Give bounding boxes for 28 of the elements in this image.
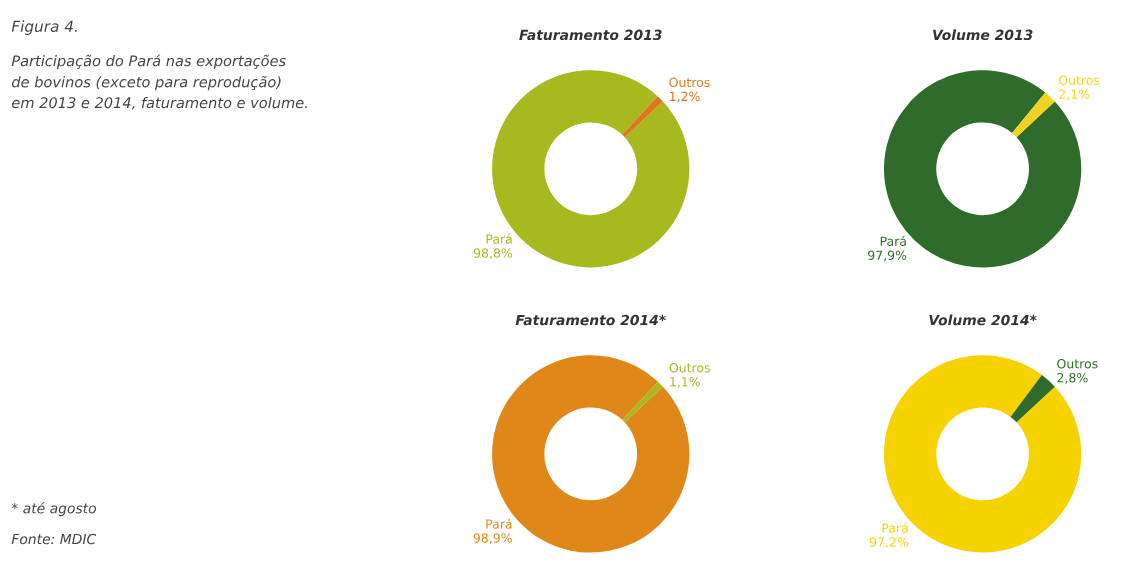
slice-label: Outros bbox=[669, 363, 710, 373]
text: Participação do Pará nas exportações de bovinos (exceto para reprodução) em 2013 e 2014, faturamento e volume. bbox=[11, 54, 307, 110]
slice-label: Outros bbox=[1057, 358, 1098, 369]
donut-slice bbox=[622, 96, 663, 138]
slice-label: Outros bbox=[1059, 75, 1100, 85]
donut-slice bbox=[1010, 375, 1055, 423]
data-label: 1,2% bbox=[670, 91, 700, 103]
data-label: 2,8% bbox=[1057, 372, 1088, 384]
text: Figura 4. bbox=[11, 20, 77, 35]
chart-title: Faturamento 2014* bbox=[515, 314, 666, 326]
slice-label: Pará bbox=[486, 518, 512, 529]
slice-label: Pará bbox=[880, 235, 906, 246]
data-label: 97,2% bbox=[869, 537, 909, 549]
chart-title: Faturamento 2013 bbox=[519, 29, 662, 41]
slice-label: Outros bbox=[669, 77, 710, 88]
donut-slice bbox=[622, 381, 663, 423]
chart-title: Volume 2014* bbox=[929, 314, 1037, 326]
data-label: 98,8% bbox=[473, 248, 513, 260]
slice-label: Pará bbox=[882, 522, 908, 533]
data-label: 1,1% bbox=[670, 377, 700, 388]
source-note: Fonte: MDIC bbox=[11, 533, 97, 545]
donut-slice bbox=[1012, 92, 1055, 138]
chart-title: Volume 2013 bbox=[933, 29, 1033, 41]
data-label: 98,9% bbox=[473, 533, 512, 544]
slice-label: Pará bbox=[486, 233, 512, 244]
data-label: 97,9% bbox=[868, 250, 907, 262]
text: * até agosto bbox=[11, 502, 96, 517]
data-label: 2,1% bbox=[1059, 89, 1090, 101]
